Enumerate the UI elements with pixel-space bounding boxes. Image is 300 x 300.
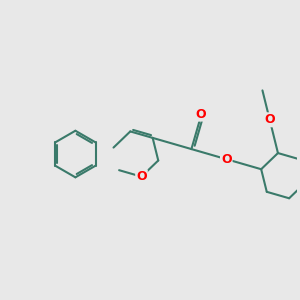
Text: O: O (136, 170, 147, 183)
Text: O: O (221, 153, 232, 166)
Text: O: O (264, 113, 275, 126)
Text: O: O (196, 108, 206, 121)
